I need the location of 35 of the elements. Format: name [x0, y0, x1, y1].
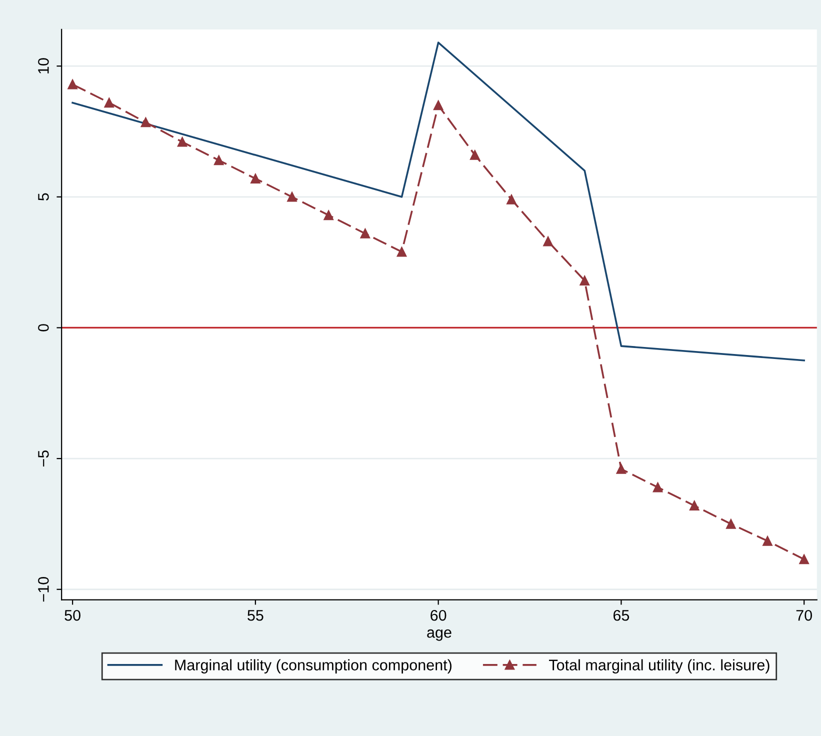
- point: [104, 98, 114, 108]
- point: [140, 117, 151, 128]
- x-tick-label: 55: [248, 610, 264, 621]
- point: [324, 210, 334, 220]
- point: [214, 155, 224, 166]
- x-tick-label: 70: [796, 610, 812, 621]
- y-tick-label: 10: [38, 58, 49, 74]
- point: [580, 276, 590, 286]
- y-tick-label: −5: [38, 450, 49, 467]
- y-tick-label: −10: [38, 577, 49, 602]
- point: [470, 150, 480, 160]
- line-series: [72, 42, 805, 362]
- x-tick-label: 60: [430, 610, 446, 621]
- point: [177, 137, 188, 147]
- point: [799, 554, 809, 564]
- point: [433, 100, 444, 110]
- point: [543, 236, 553, 246]
- y-tick-label: 5: [38, 193, 49, 201]
- legend-label: Marginal utility (consumption component): [175, 659, 452, 674]
- x-tick-label: 65: [613, 610, 630, 621]
- x-axis-title: age: [427, 629, 452, 641]
- point: [360, 228, 370, 238]
- point: [726, 519, 736, 529]
- point: [68, 80, 78, 90]
- x-tick-label: 50: [64, 610, 80, 621]
- y-tick-label: 0: [38, 324, 49, 332]
- point: [396, 246, 407, 257]
- legend-label: Total marginal utility (inc. leisure): [549, 659, 770, 674]
- point: [652, 482, 663, 492]
- point: [250, 174, 260, 184]
- point: [690, 500, 700, 511]
- point: [762, 536, 772, 546]
- point: [287, 192, 297, 202]
- point: [616, 464, 626, 474]
- point: [506, 194, 516, 204]
